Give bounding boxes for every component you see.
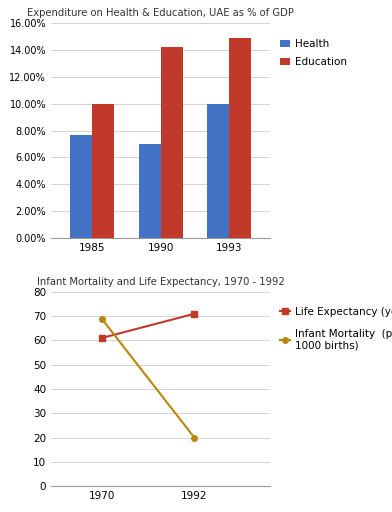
Life Expectancy (years) — [192, 311, 197, 317]
Bar — [92, 103, 114, 238]
Title: Expenditure on Health & Education, UAE as % of GDP: Expenditure on Health & Education, UAE a… — [27, 8, 294, 18]
Title: Infant Mortality and Life Expectancy, 1970 - 1992: Infant Mortality and Life Expectancy, 19… — [37, 277, 285, 287]
Legend: Life Expectancy (years), Infant Mortality  (per
1000 births): Life Expectancy (years), Infant Mortalit… — [280, 307, 392, 351]
Bar — [207, 103, 229, 238]
Line: Life Expectancy (years): Life Expectancy (years) — [99, 311, 197, 341]
Infant Mortality  (per
1000 births) — [192, 435, 197, 441]
Life Expectancy (years) — [99, 335, 104, 341]
Line: Infant Mortality  (per
1000 births): Infant Mortality (per 1000 births) — [99, 316, 197, 440]
Bar — [139, 144, 161, 238]
Bar — [70, 135, 92, 238]
Bar — [229, 38, 251, 238]
Infant Mortality  (per
1000 births) — [99, 315, 104, 322]
Bar — [161, 47, 183, 238]
Legend: Health, Education: Health, Education — [280, 39, 347, 68]
